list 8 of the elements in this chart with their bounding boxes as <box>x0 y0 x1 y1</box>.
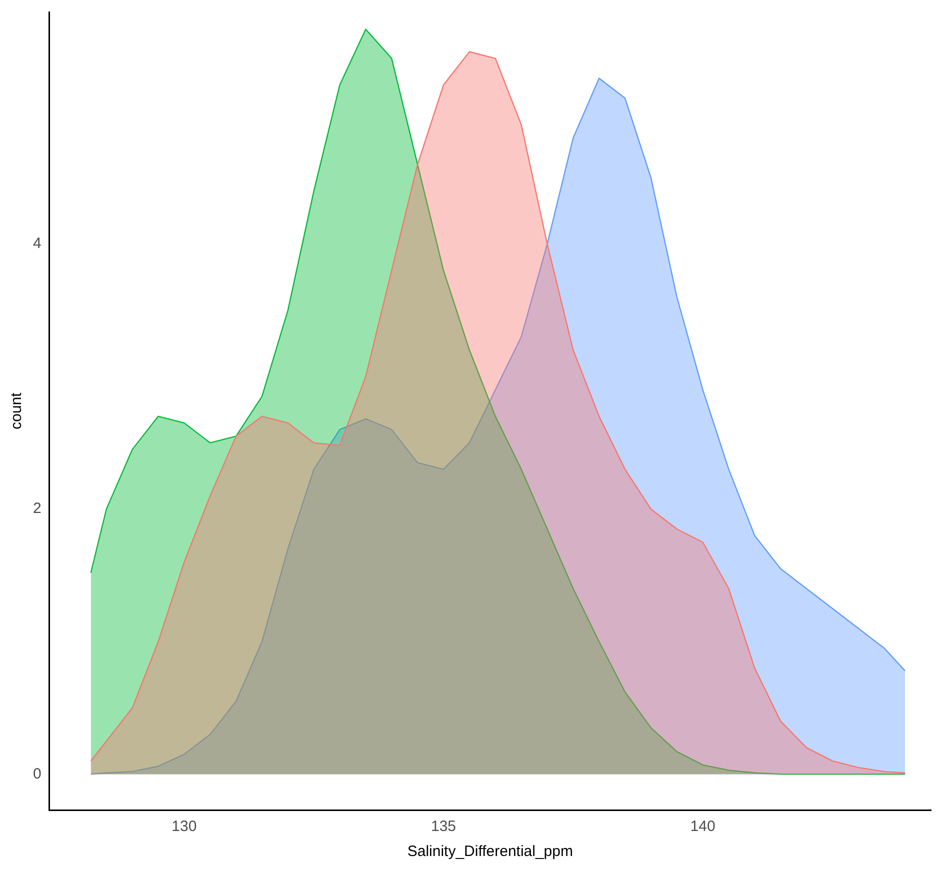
y-tick-label: 0 <box>33 765 42 782</box>
x-tick-label: 135 <box>430 818 456 836</box>
x-tick-label: 140 <box>690 818 716 836</box>
y-axis-title: count <box>8 392 26 430</box>
y-tick-label: 2 <box>33 500 42 518</box>
x-tick-label: 130 <box>172 818 197 836</box>
x-axis-title: Salinity_Differential_ppm <box>407 843 573 860</box>
y-tick-label: 4 <box>33 235 42 252</box>
